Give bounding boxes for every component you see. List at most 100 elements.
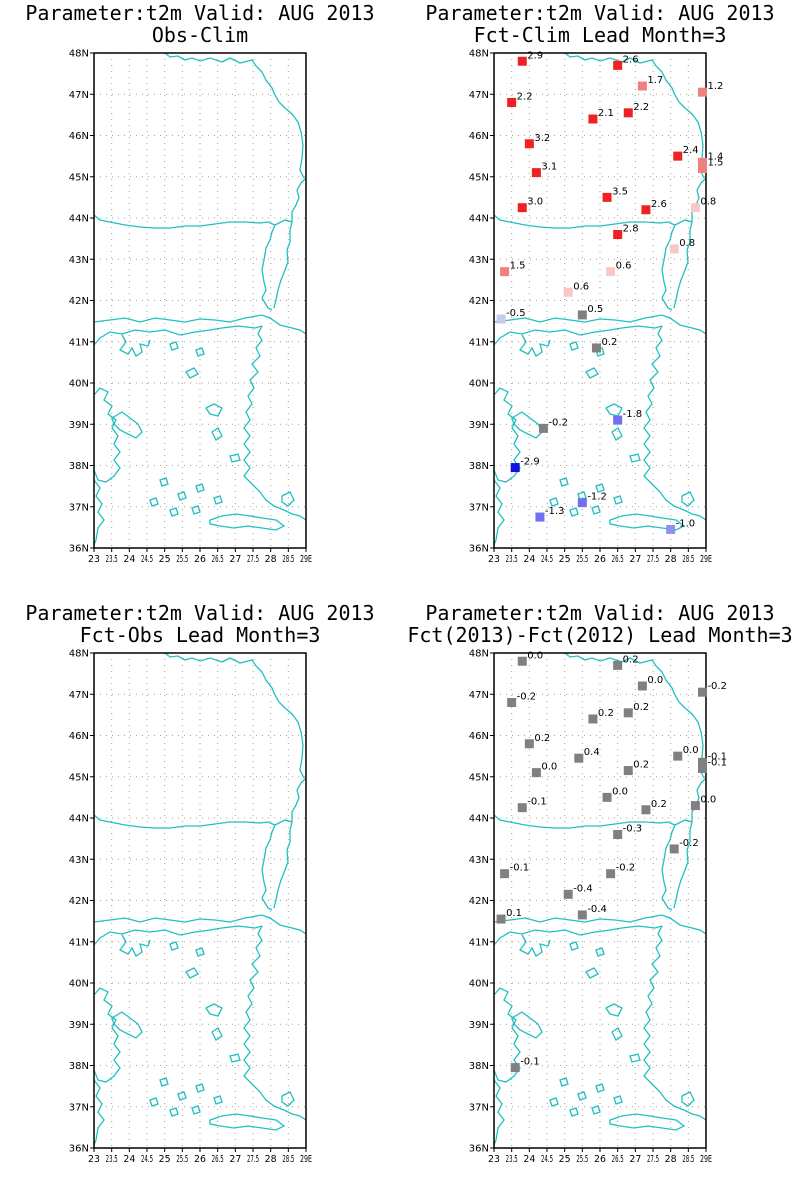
lon-tick-label: 24.5: [141, 554, 153, 565]
lat-tick-label: 45N: [69, 772, 89, 783]
coastline-segment: [585, 367, 599, 379]
station-marker: [507, 98, 517, 107]
lat-tick-label: 47N: [69, 690, 89, 701]
coastline-segment: [93, 814, 293, 829]
lat-tick-label: 44N: [69, 814, 89, 825]
coastline-segment: [585, 967, 599, 979]
station-marker: [531, 768, 541, 778]
lon-tick-label: 29E: [700, 1154, 712, 1165]
station-value-label: 0.6: [573, 281, 589, 292]
station-value-label: -1.0: [676, 518, 696, 529]
coastline-segment: [681, 1091, 695, 1107]
station-marker: [637, 81, 647, 91]
station-value-label: 0.4: [584, 747, 600, 758]
coastline-segment: [185, 367, 199, 379]
coastline-segment: [93, 925, 263, 946]
lat-tick-label: 37N: [469, 502, 489, 513]
coastline-segment: [569, 941, 579, 951]
coastline-segment: [191, 1105, 201, 1115]
station-value-label: 2.1: [598, 108, 614, 119]
coastline-segment: [661, 224, 676, 311]
lat-tick-label: 45N: [469, 172, 489, 183]
lat-tick-label: 48N: [469, 49, 489, 60]
station-marker: [517, 56, 527, 66]
station-marker: [673, 151, 683, 161]
coastline-segment: [93, 1079, 105, 1146]
station-marker: [507, 698, 517, 707]
station-marker: [577, 910, 587, 920]
coastline-segment: [609, 1113, 686, 1131]
station-value-label: 0.5: [587, 304, 603, 315]
station-marker: [623, 708, 633, 718]
station-marker: [531, 168, 541, 178]
lon-tick-label: 27: [629, 554, 641, 565]
coastline-segment: [209, 1113, 286, 1131]
station-value-label: 1.2: [707, 81, 723, 92]
coastline-segment: [549, 497, 559, 507]
coastline-segment: [169, 1107, 179, 1117]
coastline-segment: [564, 52, 705, 179]
station-marker: [577, 310, 587, 320]
coastline-segment: [493, 1079, 505, 1146]
map-panel-obs-clim: Parameter:t2m Valid: AUG 2013 Obs-Clim 3…: [0, 0, 400, 600]
station-value-label: -0.1: [527, 797, 547, 808]
panel-title-line2: Obs-Clim: [151, 23, 249, 47]
coastline-segment: [195, 347, 205, 357]
panel-title-line2: Fct-Clim Lead Month=3: [473, 23, 727, 47]
coastlines: [93, 652, 307, 1146]
station-value-label: -0.1: [707, 758, 727, 769]
lon-tick-label: 27.5: [247, 1154, 259, 1165]
station-marker: [669, 844, 679, 854]
coastline-segment: [211, 427, 223, 441]
station-value-label: -2.9: [520, 457, 540, 468]
station-marker: [606, 267, 616, 277]
station-value-label: -0.1: [520, 1057, 540, 1068]
lat-tick-label: 40N: [69, 379, 89, 390]
station-marker: [613, 660, 623, 670]
coastline-segment: [629, 453, 641, 463]
station-marker: [496, 914, 506, 924]
coastline-segment: [195, 1083, 205, 1093]
coastline-segment: [93, 987, 121, 1083]
coastline-segment: [569, 507, 579, 517]
coastline-segment: [111, 411, 143, 439]
lon-tick-label: 29E: [300, 1154, 312, 1165]
lat-tick-label: 45N: [69, 172, 89, 183]
station-value-label: 0.0: [612, 786, 628, 797]
coastline-segment: [209, 513, 286, 531]
station-value-label: 3.0: [527, 197, 543, 208]
lon-tick-label: 23: [488, 1154, 500, 1165]
coastline-segment: [111, 1011, 143, 1039]
panel-title-line1: Parameter:t2m Valid: AUG 2013: [25, 1, 375, 25]
station-marker: [690, 203, 700, 213]
coastline-segment: [611, 1027, 623, 1041]
coastline-segment: [243, 325, 307, 521]
map-panel-fct-diff: Parameter:t2m Valid: AUG 2013 Fct(2013)-…: [400, 600, 800, 1200]
coastline-segment: [493, 987, 521, 1083]
station-marker: [613, 830, 623, 839]
lat-tick-label: 48N: [69, 49, 89, 60]
coastline-segment: [261, 224, 276, 311]
coastline-segment: [261, 824, 276, 911]
station-value-label: 0.0: [647, 675, 663, 686]
coastline-segment: [177, 1091, 187, 1101]
coastline-segment: [611, 427, 623, 441]
lat-tick-label: 47N: [469, 90, 489, 101]
coastline-segment: [119, 934, 151, 957]
lat-tick-label: 44N: [469, 214, 489, 225]
coastline-segment: [93, 214, 293, 229]
coastline-segment: [195, 947, 205, 957]
station-marker: [577, 498, 587, 508]
station-value-label: -0.2: [548, 417, 568, 428]
lon-tick-label: 25.5: [176, 1154, 188, 1165]
lon-tick-label: 24: [123, 554, 135, 565]
coastline-segment: [493, 914, 707, 935]
coastline-segment: [609, 513, 686, 531]
station-marker: [563, 287, 573, 297]
station-marker: [496, 314, 506, 324]
panel-title-line1: Parameter:t2m Valid: AUG 2013: [25, 601, 375, 625]
lon-tick-label: 23.5: [106, 1154, 118, 1165]
coastline-segment: [169, 341, 179, 351]
station-marker: [535, 512, 545, 522]
lat-tick-label: 39N: [469, 1020, 489, 1031]
